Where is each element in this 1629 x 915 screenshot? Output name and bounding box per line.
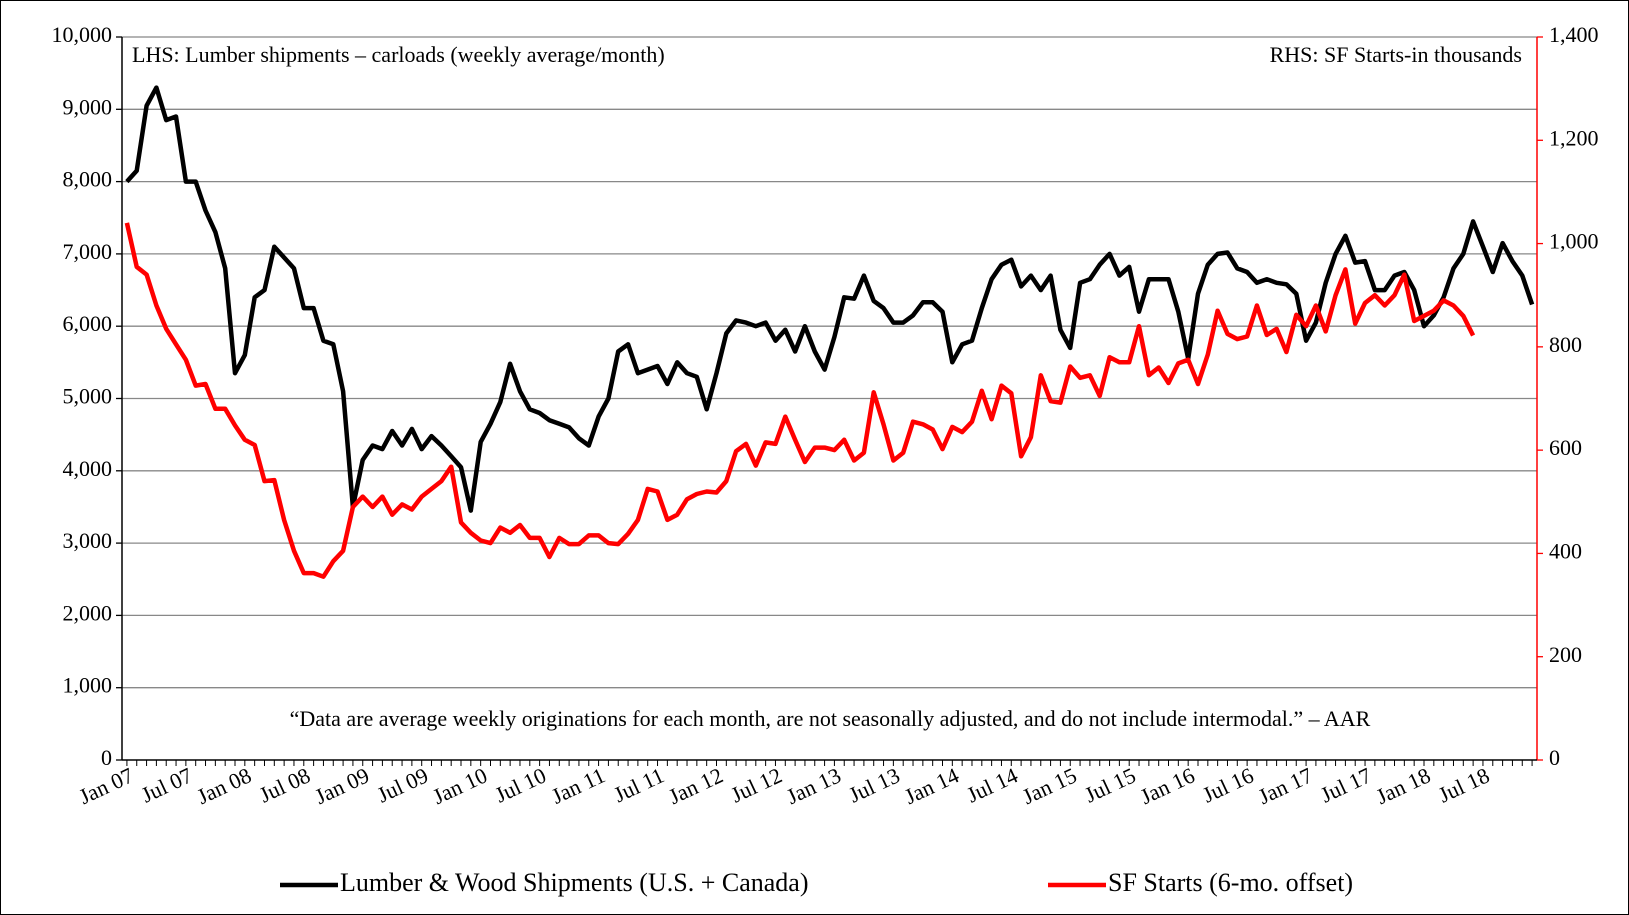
series-line bbox=[125, 85, 1535, 513]
y-tick-label: 3,000 bbox=[63, 528, 113, 553]
y2-tick-label: 0 bbox=[1549, 745, 1560, 770]
y-tick-label: 2,000 bbox=[63, 600, 113, 625]
y-tick-label: 7,000 bbox=[63, 239, 113, 264]
y-tick-label: 4,000 bbox=[63, 456, 113, 481]
y2-tick-label: 400 bbox=[1549, 538, 1582, 563]
y2-tick-label: 200 bbox=[1549, 642, 1582, 667]
annotation: RHS: SF Starts-in thousands bbox=[1270, 42, 1522, 67]
y-tick-label: 9,000 bbox=[63, 94, 113, 119]
y-tick-label: 6,000 bbox=[63, 311, 113, 336]
y-tick-label: 5,000 bbox=[63, 384, 113, 409]
y-tick-label: 10,000 bbox=[52, 22, 113, 47]
y-tick-label: 0 bbox=[101, 745, 112, 770]
y2-tick-label: 1,200 bbox=[1549, 125, 1599, 150]
legend-label: SF Starts (6-mo. offset) bbox=[1108, 868, 1353, 897]
series-line bbox=[124, 222, 1476, 579]
y2-tick-label: 600 bbox=[1549, 435, 1582, 460]
y-tick-label: 8,000 bbox=[63, 167, 113, 192]
annotation: “Data are average weekly originations fo… bbox=[290, 706, 1371, 731]
annotation: LHS: Lumber shipments – carloads (weekly… bbox=[132, 42, 665, 67]
legend-label: Lumber & Wood Shipments (U.S. + Canada) bbox=[340, 868, 808, 897]
y-tick-label: 1,000 bbox=[63, 673, 113, 698]
y2-tick-label: 1,000 bbox=[1549, 229, 1599, 254]
y2-tick-label: 1,400 bbox=[1549, 22, 1599, 47]
y2-tick-label: 800 bbox=[1549, 332, 1582, 357]
